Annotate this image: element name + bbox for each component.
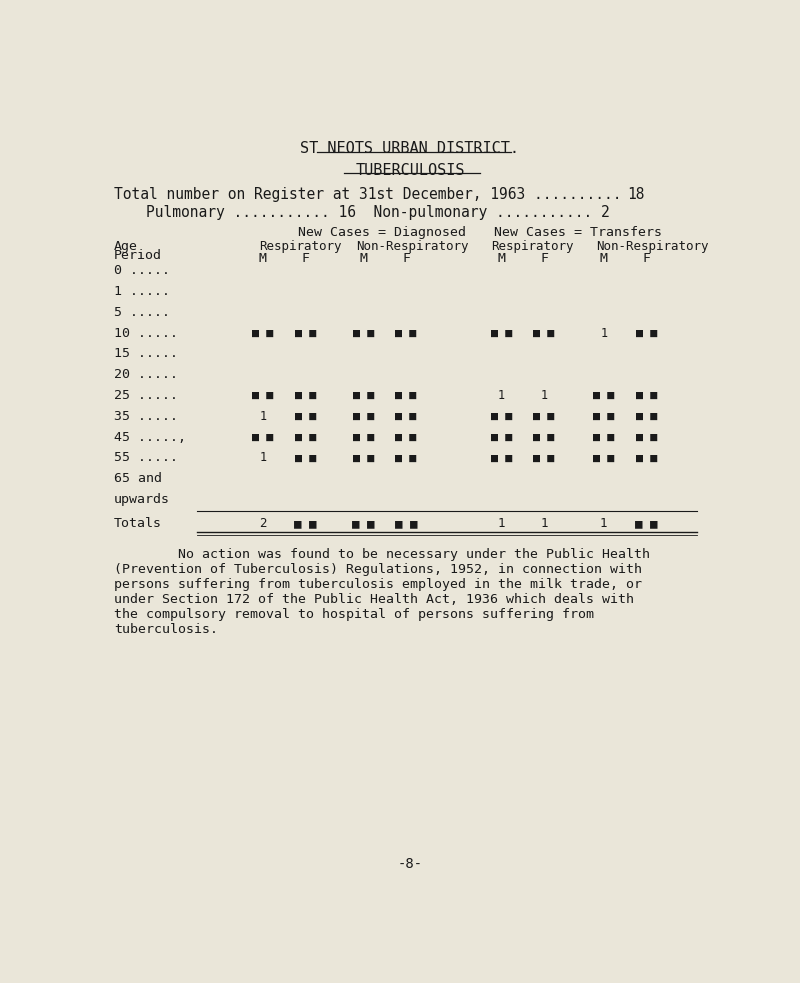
Text: ■ ■: ■ ■ (294, 517, 317, 530)
Text: ■ ■: ■ ■ (395, 517, 418, 530)
Text: ■ ■: ■ ■ (534, 326, 554, 340)
Text: TUBERCULOSIS: TUBERCULOSIS (355, 162, 465, 178)
Text: 1: 1 (600, 517, 607, 530)
Text: 55 .....: 55 ..... (114, 451, 178, 464)
Text: M: M (359, 252, 367, 265)
Text: 1: 1 (498, 517, 506, 530)
Text: ■ ■: ■ ■ (353, 326, 374, 340)
Text: 0 .....: 0 ..... (114, 264, 170, 277)
Text: 1: 1 (259, 410, 266, 423)
Text: ■ ■: ■ ■ (252, 326, 274, 340)
Text: -8-: -8- (398, 857, 422, 871)
Text: ■ ■: ■ ■ (636, 410, 657, 423)
Text: ■ ■: ■ ■ (353, 451, 374, 464)
Text: New Cases = Diagnosed: New Cases = Diagnosed (298, 226, 466, 239)
Text: ■ ■: ■ ■ (636, 326, 657, 340)
Text: 5 .....: 5 ..... (114, 306, 170, 318)
Text: ■ ■: ■ ■ (490, 431, 512, 443)
Text: M: M (498, 252, 506, 265)
Text: No action was found to be necessary under the Public Health
(Prevention of Tuber: No action was found to be necessary unde… (114, 548, 650, 636)
Text: ■ ■: ■ ■ (635, 517, 658, 530)
Text: ■ ■: ■ ■ (252, 389, 274, 402)
Text: 35 .....: 35 ..... (114, 410, 178, 423)
Text: ■ ■: ■ ■ (352, 517, 374, 530)
Text: M: M (258, 252, 266, 265)
Text: Non-Respiratory: Non-Respiratory (356, 240, 468, 253)
Text: ■ ■: ■ ■ (395, 389, 417, 402)
Text: Total number on Register at 31st December, 1963 ..........: Total number on Register at 31st Decembe… (114, 187, 622, 202)
Text: ■ ■: ■ ■ (395, 431, 417, 443)
Text: ■ ■: ■ ■ (294, 431, 316, 443)
Text: 20 .....: 20 ..... (114, 369, 178, 381)
Text: F: F (540, 252, 548, 265)
Text: ■ ■: ■ ■ (294, 389, 316, 402)
Text: ■ ■: ■ ■ (353, 431, 374, 443)
Text: 1: 1 (540, 517, 548, 530)
Text: 1: 1 (600, 326, 607, 340)
Text: ■ ■: ■ ■ (593, 451, 614, 464)
Text: 15 .....: 15 ..... (114, 347, 178, 361)
Text: ■ ■: ■ ■ (593, 410, 614, 423)
Text: ■ ■: ■ ■ (395, 326, 417, 340)
Text: ■ ■: ■ ■ (534, 431, 554, 443)
Text: ■ ■: ■ ■ (636, 389, 657, 402)
Text: M: M (600, 252, 608, 265)
Text: Period: Period (114, 249, 162, 261)
Text: 1 .....: 1 ..... (114, 285, 170, 298)
Text: ■ ■: ■ ■ (353, 410, 374, 423)
Text: 10 .....: 10 ..... (114, 326, 178, 340)
Text: F: F (302, 252, 310, 265)
Text: ■ ■: ■ ■ (490, 326, 512, 340)
Text: ■ ■: ■ ■ (534, 451, 554, 464)
Text: ■ ■: ■ ■ (294, 326, 316, 340)
Text: ■ ■: ■ ■ (636, 451, 657, 464)
Text: 18: 18 (627, 187, 645, 202)
Text: ■ ■: ■ ■ (395, 451, 417, 464)
Text: upwards: upwards (114, 492, 170, 506)
Text: ■ ■: ■ ■ (294, 410, 316, 423)
Text: Age: Age (114, 240, 138, 253)
Text: F: F (402, 252, 410, 265)
Text: 1: 1 (541, 389, 548, 402)
Text: ■ ■: ■ ■ (593, 431, 614, 443)
Text: ST NEOTS URBAN DISTRICT.: ST NEOTS URBAN DISTRICT. (301, 141, 519, 156)
Text: ■ ■: ■ ■ (534, 410, 554, 423)
Text: F: F (642, 252, 650, 265)
Text: New Cases = Transfers: New Cases = Transfers (494, 226, 662, 239)
Text: Non-Respiratory: Non-Respiratory (596, 240, 709, 253)
Text: Pulmonary ........... 16  Non-pulmonary ........... 2: Pulmonary ........... 16 Non-pulmonary .… (146, 205, 610, 220)
Text: 1: 1 (259, 451, 266, 464)
Text: Totals: Totals (114, 517, 162, 530)
Text: 2: 2 (259, 517, 266, 530)
Text: 1: 1 (498, 389, 505, 402)
Text: ■ ■: ■ ■ (636, 431, 657, 443)
Text: Respiratory: Respiratory (259, 240, 342, 253)
Text: ■ ■: ■ ■ (252, 431, 274, 443)
Text: 45 .....,: 45 ....., (114, 431, 186, 443)
Text: ■ ■: ■ ■ (294, 451, 316, 464)
Text: ■ ■: ■ ■ (353, 389, 374, 402)
Text: ■ ■: ■ ■ (490, 451, 512, 464)
Text: 65 and: 65 and (114, 472, 162, 486)
Text: ■ ■: ■ ■ (490, 410, 512, 423)
Text: ■ ■: ■ ■ (593, 389, 614, 402)
Text: ■ ■: ■ ■ (395, 410, 417, 423)
Text: 25 .....: 25 ..... (114, 389, 178, 402)
Text: Respiratory: Respiratory (491, 240, 574, 253)
